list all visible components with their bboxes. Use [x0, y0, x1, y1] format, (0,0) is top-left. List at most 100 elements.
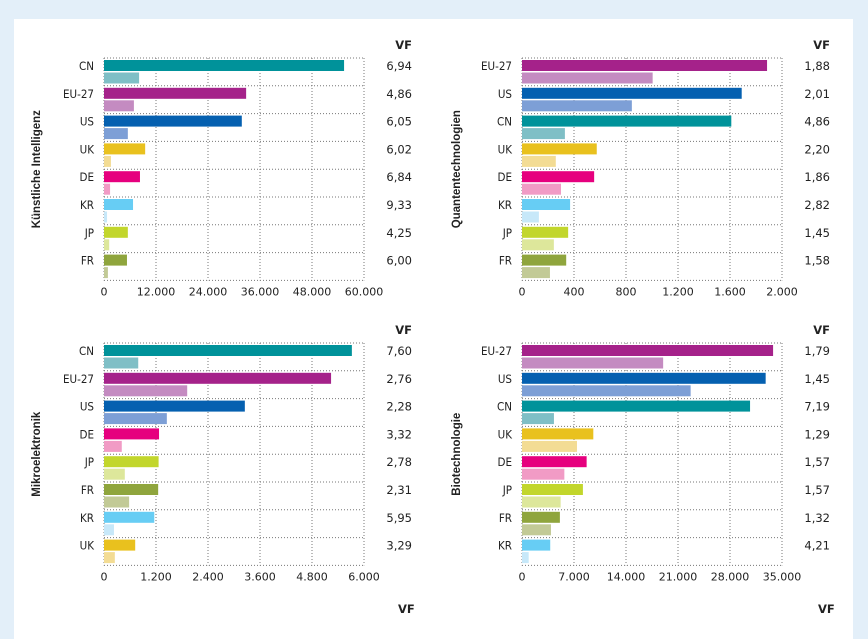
vf-value: 1,57 [804, 455, 830, 469]
x-tick-label: 2.000 [766, 285, 798, 298]
x-tick-label: 60.000 [345, 285, 384, 298]
bar-de-dark [522, 171, 595, 183]
bar-kr-light [104, 211, 108, 223]
bar-cn-light [104, 72, 140, 84]
vf-value: 2,01 [804, 87, 830, 101]
bar-us-dark [522, 87, 742, 99]
category-label: UK [80, 142, 95, 156]
vf-value: 3,29 [386, 539, 412, 553]
category-label: DE [79, 170, 94, 184]
bar-kr-light [522, 552, 529, 564]
bar-de-dark [104, 171, 140, 183]
bar-de-dark [522, 456, 587, 468]
vf-value: 6,00 [386, 254, 412, 268]
bar-fr-dark [522, 511, 560, 523]
bar-fr-dark [104, 254, 127, 266]
bar-cn-dark [522, 400, 751, 412]
x-tick-label: 24.000 [189, 285, 228, 298]
bar-eu-27-light [522, 72, 653, 84]
bar-jp-dark [104, 226, 128, 238]
chart-title: Quantentechnologien [451, 110, 463, 228]
category-label: EU-27 [481, 344, 512, 358]
vf-value: 4,21 [804, 539, 830, 553]
bar-uk-dark [104, 539, 136, 551]
x-tick-label: 1.600 [714, 285, 746, 298]
category-label: EU-27 [63, 87, 94, 101]
bar-uk-dark [522, 428, 594, 440]
x-tick-label: 28.000 [711, 570, 750, 583]
vf-value: 1,29 [804, 427, 830, 441]
category-label: US [498, 87, 512, 101]
x-tick-label: 400 [564, 285, 585, 298]
bar-kr-dark [522, 199, 571, 210]
bar-de-light [104, 440, 122, 452]
vf-value: 1,57 [804, 483, 830, 497]
category-label: US [80, 400, 94, 414]
bar-us-dark [104, 400, 245, 412]
chart-title: Künstliche Intelligenz [31, 110, 43, 228]
category-label: UK [80, 539, 95, 553]
bar-jp-light [522, 239, 554, 251]
bar-cn-light [104, 357, 139, 369]
x-tick-label: 800 [616, 285, 637, 298]
vf-value: 2,76 [386, 372, 412, 386]
footer-vf-label-left: VF [398, 602, 415, 616]
x-tick-label: 0 [101, 285, 108, 298]
category-label: CN [497, 115, 512, 129]
category-label: DE [497, 455, 512, 469]
bar-cn-dark [104, 345, 352, 356]
category-label: KR [80, 198, 94, 212]
bar-kr-dark [104, 511, 155, 523]
x-tick-label: 0 [519, 285, 526, 298]
bar-jp-light [104, 468, 125, 480]
bar-cn-light [522, 413, 554, 425]
category-label: JP [502, 226, 512, 240]
bar-kr-light [104, 524, 114, 536]
vf-value: 6,84 [386, 170, 412, 184]
bar-uk-light [522, 155, 556, 167]
bar-eu-27-light [104, 100, 134, 112]
chart-quantentechnologien: EU-27 1,88 US 2,01 CN 4,86 UK 2,20 DE 1,86 KR 2,82 J… [451, 38, 830, 298]
bar-us-light [104, 413, 167, 425]
category-label: EU-27 [63, 372, 94, 386]
bar-jp-light [522, 496, 561, 508]
x-tick-label: 6.000 [348, 570, 380, 583]
chart-title: Biotechnologie [451, 413, 463, 496]
footer-vf-label-right: VF [818, 602, 835, 616]
bar-us-light [522, 100, 632, 112]
chart-kuenstliche-intelligenz: CN 6,94 EU-27 4,86 US 6,05 UK 6,02 DE 6,84 KR 9,33 J… [31, 38, 412, 298]
category-label: UK [498, 142, 513, 156]
bar-jp-dark [522, 226, 569, 238]
vf-value: 1,45 [804, 226, 830, 240]
x-tick-label: 1.200 [662, 285, 694, 298]
bar-de-light [104, 183, 111, 195]
category-label: CN [497, 400, 512, 414]
category-label: KR [80, 511, 94, 525]
x-tick-label: 3.600 [244, 570, 276, 583]
bar-jp-dark [104, 456, 159, 468]
category-label: DE [79, 427, 94, 441]
bar-fr-light [522, 267, 550, 279]
category-label: DE [497, 170, 512, 184]
vf-value: 5,95 [386, 511, 412, 525]
x-tick-label: 2.400 [192, 570, 224, 583]
vf-value: 1,86 [804, 170, 830, 184]
vf-value: 1,58 [804, 254, 830, 268]
bar-eu-27-dark [522, 60, 768, 71]
vf-value: 3,32 [386, 427, 412, 441]
category-label: CN [79, 59, 94, 73]
category-label: KR [498, 539, 512, 553]
bar-eu-27-dark [522, 345, 774, 356]
bar-cn-dark [522, 115, 732, 127]
bar-jp-light [104, 239, 110, 251]
vf-value: 2,82 [804, 198, 830, 212]
category-label: JP [502, 483, 512, 497]
bar-us-light [522, 385, 691, 397]
vf-value: 7,19 [804, 400, 830, 414]
x-tick-label: 48.000 [293, 285, 332, 298]
x-tick-label: 14.000 [607, 570, 646, 583]
category-label: FR [81, 483, 94, 497]
category-label: JP [84, 226, 94, 240]
bar-eu-27-light [522, 357, 664, 369]
bar-uk-light [104, 552, 115, 564]
